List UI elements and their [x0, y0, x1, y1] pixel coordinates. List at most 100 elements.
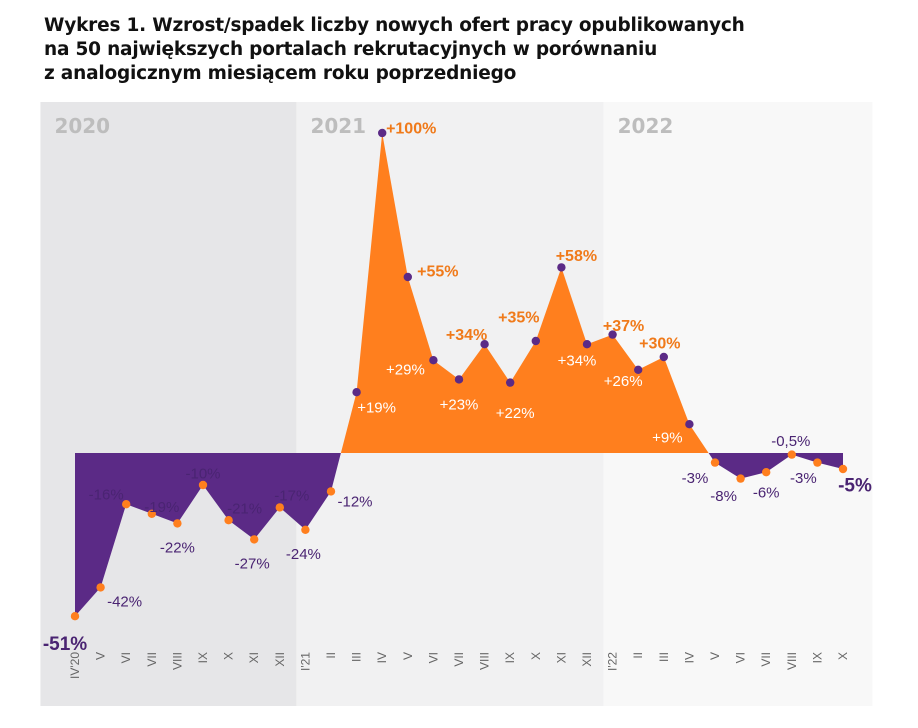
chart-title: Wykres 1. Wzrost/spadek liczby nowych of… — [44, 14, 904, 86]
data-point-vii-15 — [454, 375, 464, 384]
data-point-ii-22 — [634, 365, 643, 374]
x-tick-v-25: V — [708, 652, 722, 660]
value-label-v-25: -3% — [682, 470, 709, 487]
x-tick-vii-15: VII — [452, 652, 466, 667]
x-tick-viii-28: VIII — [785, 652, 799, 670]
value-label-ii-10: -12% — [337, 494, 372, 511]
value-label-vi-14: +29% — [386, 361, 425, 378]
value-label-iv-24: +9% — [652, 429, 682, 446]
x-tick-xii-8: XII — [273, 652, 287, 667]
value-label-ix-17: +22% — [496, 405, 535, 422]
year-label-2021: 2021 — [310, 114, 366, 138]
data-point-ix-17 — [506, 378, 515, 387]
data-point-ix-5 — [198, 480, 208, 490]
x-tick-iii-11: III — [350, 652, 364, 662]
x-tick-xi-7: XI — [247, 652, 261, 663]
data-point-v-13 — [403, 272, 412, 282]
value-label-iv-12: +100% — [386, 121, 436, 138]
positive-area — [75, 133, 843, 453]
x-tick-iv-24: IV — [682, 652, 696, 663]
x-tick-x-30: X — [836, 652, 850, 660]
data-point-iv-24 — [685, 420, 694, 429]
value-label-iii-11: +19% — [357, 399, 396, 416]
data-markers — [70, 128, 848, 621]
data-point-viii-28 — [787, 450, 796, 459]
data-point-ii-10 — [326, 487, 336, 496]
data-point-vi-14 — [429, 356, 438, 365]
data-point-iv-12 — [378, 128, 387, 138]
chart-title-line-3: z analogicznym miesiącem roku poprzednie… — [44, 63, 517, 84]
value-label-vi-26: -8% — [710, 488, 737, 505]
data-point-vii-27 — [762, 468, 771, 477]
x-tick-vi-2: VI — [119, 652, 133, 663]
negative-area — [75, 453, 843, 617]
x-tick-vi-14: VI — [426, 652, 440, 663]
data-point-viii-16 — [480, 340, 489, 349]
data-point-iv-20-0 — [70, 612, 80, 621]
x-tick-v-1: V — [94, 652, 108, 660]
value-label-ix-5: -10% — [185, 465, 220, 482]
data-point-xii-20 — [582, 340, 592, 349]
x-tick-v-13: V — [401, 652, 415, 660]
data-point-iii-23 — [659, 352, 668, 362]
x-tick-ix-29: IX — [810, 652, 824, 663]
data-point-xi-19 — [557, 263, 566, 272]
year-label-2022: 2022 — [618, 114, 674, 138]
value-label-x-6: -21% — [227, 500, 262, 517]
value-label-ii-22: +26% — [604, 373, 643, 390]
value-label-xii-20: +34% — [558, 352, 597, 369]
data-point-vii-3 — [147, 509, 156, 518]
data-point-i-22-21 — [608, 330, 617, 339]
data-point-xii-8 — [275, 503, 284, 512]
x-tick-ii-22: II — [631, 652, 645, 659]
x-tick-vi-26: VI — [734, 652, 748, 663]
data-point-vi-26 — [736, 474, 745, 483]
data-point-x-30 — [838, 464, 848, 474]
chart-title-line-2: na 50 największych portalach rekrutacyjn… — [44, 39, 658, 60]
value-label-viii-16: +34% — [446, 327, 487, 344]
x-tick-viii-16: VIII — [478, 652, 492, 670]
value-label-vii-27: -6% — [753, 484, 780, 501]
x-tick-xi-19: XI — [554, 652, 568, 663]
x-tick-vii-27: VII — [759, 652, 773, 667]
data-point-x-18 — [531, 336, 540, 346]
x-tick-x-18: X — [529, 652, 543, 660]
data-point-xi-7 — [250, 535, 259, 544]
x-tick-ii-10: II — [324, 652, 338, 659]
value-label-viii-4: -22% — [160, 540, 195, 557]
x-tick-iv-12: IV — [375, 652, 389, 663]
value-labels: -51% -42% -16% -19% -22% -10% -21% -27% -17% -24%… — [43, 121, 872, 655]
value-label-v-13: +55% — [417, 264, 458, 281]
value-label-xii-8: -17% — [274, 488, 309, 505]
x-tick-ix-5: IX — [196, 652, 210, 663]
x-tick-i-22-21: I'22 — [606, 652, 620, 671]
value-label-viii-28: -0,5% — [771, 433, 810, 450]
data-point-viii-4 — [173, 519, 182, 528]
value-label-ix-29: -3% — [790, 470, 817, 487]
year-label-2020: 2020 — [54, 114, 110, 138]
value-label-vi-2: -16% — [89, 486, 124, 503]
x-tick-labels: IV'20 V VI VII VIII IX X XI XII I'21 II III IV V VI VII… — [68, 652, 850, 679]
value-label-x-18: +35% — [498, 310, 539, 327]
area-series — [75, 133, 843, 617]
data-point-i-21-9 — [301, 525, 310, 534]
value-label-iii-23: +30% — [639, 336, 680, 353]
value-label-vii-15: +23% — [440, 397, 479, 414]
value-label-i-22-21: +37% — [603, 318, 644, 335]
data-point-v-25 — [710, 458, 720, 467]
x-tick-iv-20-0: IV'20 — [68, 652, 82, 679]
x-tick-i-21-9: I'21 — [298, 652, 312, 671]
value-label-iv-20-0: -51% — [43, 634, 87, 655]
data-point-ix-29 — [813, 458, 822, 467]
value-label-vii-3: -19% — [144, 499, 179, 516]
x-tick-x-6: X — [222, 652, 236, 660]
x-tick-viii-4: VIII — [170, 652, 184, 670]
x-tick-ix-17: IX — [503, 652, 517, 663]
value-label-i-21-9: -24% — [286, 546, 321, 563]
data-point-vi-2 — [122, 500, 131, 509]
x-tick-iii-23: III — [657, 652, 671, 662]
x-tick-vii-3: VII — [145, 652, 159, 667]
data-point-v-1 — [96, 583, 105, 592]
chart-title-line-1: Wykres 1. Wzrost/spadek liczby nowych of… — [44, 15, 745, 36]
